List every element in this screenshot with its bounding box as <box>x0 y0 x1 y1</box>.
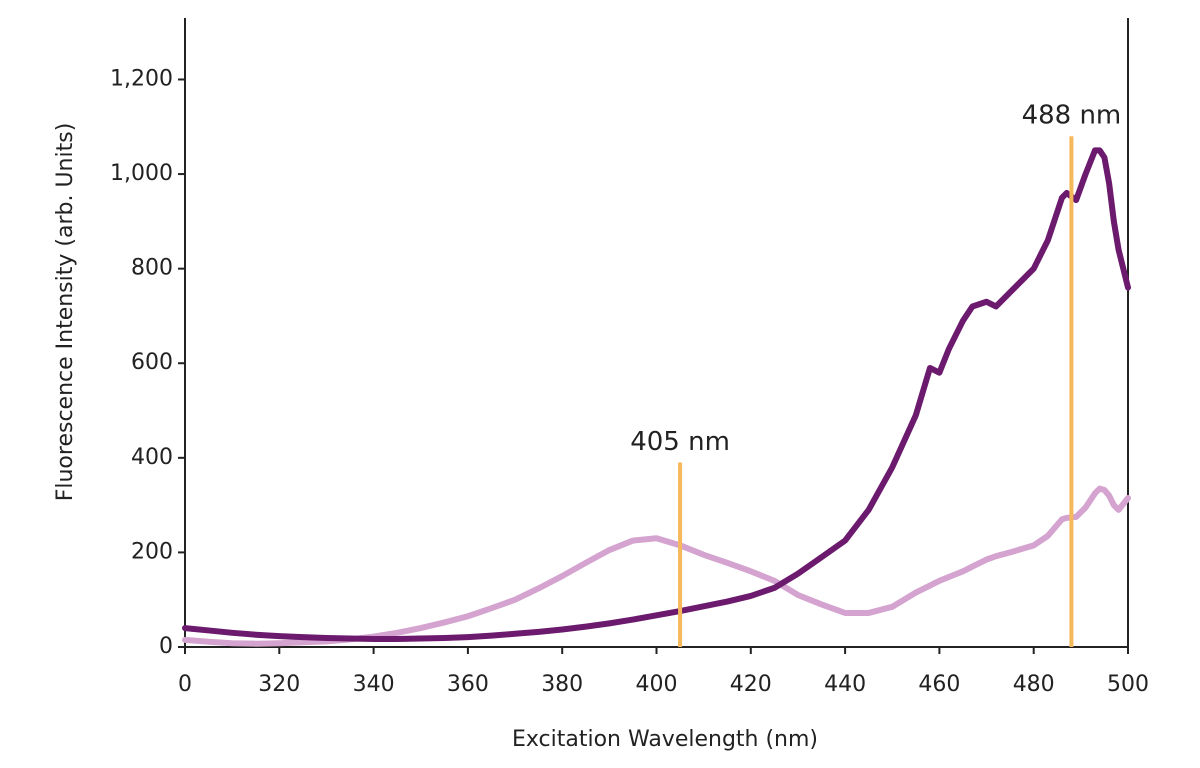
marker-label: 405 nm <box>630 427 730 457</box>
y-tick-label: 0 <box>159 634 173 659</box>
x-tick-label: 440 <box>824 672 866 697</box>
y-tick-label: 1,200 <box>110 66 173 91</box>
x-tick-label: 0 <box>178 672 192 697</box>
x-tick-label: 420 <box>730 672 772 697</box>
x-tick-label: 500 <box>1107 672 1149 697</box>
x-tick-label: 400 <box>636 672 678 697</box>
marker-label: 488 nm <box>1022 101 1122 131</box>
series-line <box>182 485 1131 647</box>
y-tick-label: 1,000 <box>110 161 173 186</box>
x-axis-title: Excitation Wavelength (nm) <box>512 727 818 752</box>
y-axis-title: Fluorescence Intensity (arb. Units) <box>53 123 78 502</box>
y-tick-label: 200 <box>131 539 173 564</box>
x-tick-label: 340 <box>353 672 395 697</box>
x-tick-label: 480 <box>1013 672 1055 697</box>
x-tick-label: 380 <box>541 672 583 697</box>
x-tick-label: 360 <box>447 672 489 697</box>
x-tick-label: 460 <box>918 672 960 697</box>
series-line <box>182 147 1131 642</box>
y-tick-label: 600 <box>131 350 173 375</box>
y-tick-label: 800 <box>131 256 173 281</box>
x-tick-label: 320 <box>258 672 300 697</box>
y-tick-label: 400 <box>131 445 173 470</box>
